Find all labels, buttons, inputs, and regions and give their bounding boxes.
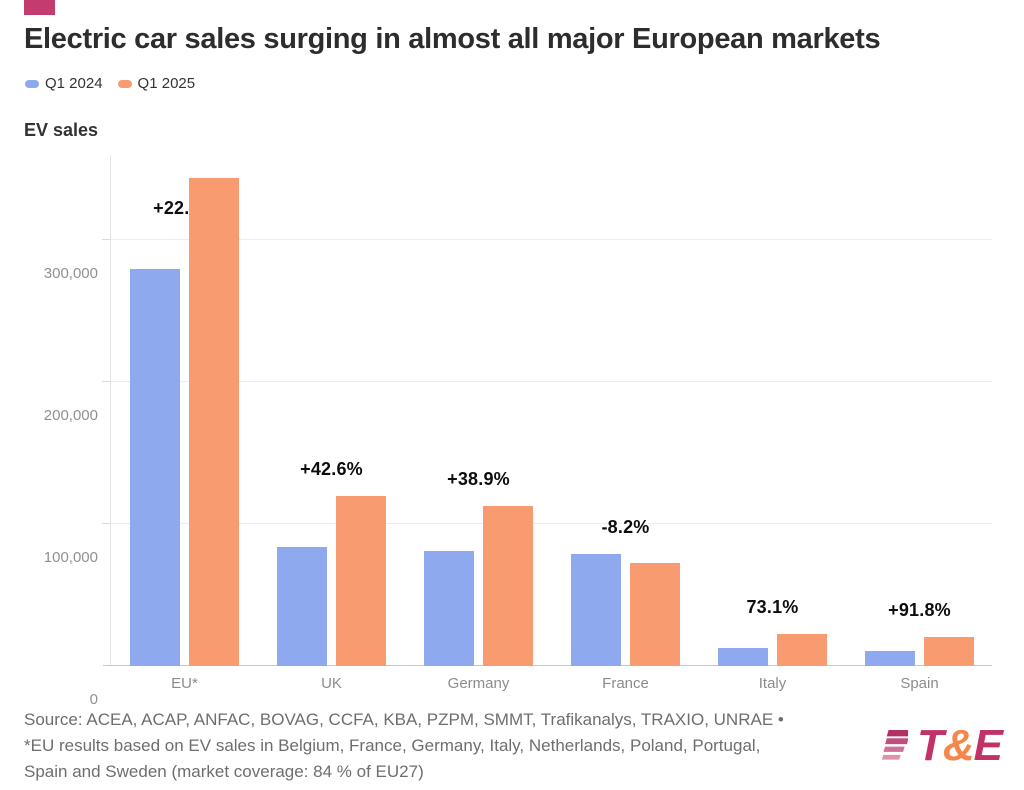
source-line-3: Spain and Sweden (market coverage: 84 % …: [24, 762, 424, 781]
gridline: [111, 523, 992, 524]
bar-q1-2025: [630, 563, 680, 666]
tne-logo-stripes-icon: [881, 730, 908, 760]
x-axis-category-label: Germany: [447, 675, 510, 692]
bar-group: [552, 554, 699, 666]
gridline: [111, 381, 992, 382]
y-tick-mark: [102, 523, 110, 524]
x-axis-category-label: France: [602, 675, 649, 692]
source-line-1: Source: ACEA, ACAP, ANFAC, BOVAG, CCFA, …: [24, 710, 784, 729]
x-axis-category-label: Italy: [758, 675, 787, 692]
pct-change-label: +42.6%: [300, 459, 363, 479]
y-axis-tick-label: 200,000: [43, 407, 98, 424]
legend-item: Q1 2025: [117, 75, 196, 92]
bar-q1-2024: [865, 651, 915, 666]
bar-q1-2025: [336, 496, 386, 666]
y-tick-mark: [102, 239, 110, 240]
logo-letter-t: T: [916, 721, 944, 770]
logo-letter-e: E: [973, 721, 1003, 770]
bar-group: [258, 496, 405, 666]
bar-group: [111, 178, 258, 666]
bar-group: [846, 637, 993, 666]
x-axis-category-label: EU*: [171, 675, 198, 692]
y-axis-tick-label: 0: [89, 691, 98, 708]
legend-label: Q1 2025: [137, 75, 196, 92]
source-note: Source: ACEA, ACAP, ANFAC, BOVAG, CCFA, …: [24, 707, 884, 785]
pct-change-label: +91.8%: [888, 600, 951, 620]
tne-logo-text: T&E: [917, 724, 1008, 768]
bar-q1-2025: [189, 178, 239, 666]
plot-area: +22.8% EU* +42.6% UK +38.9% Germany -8.2…: [102, 155, 993, 692]
y-axis-tick-label: 100,000: [43, 549, 98, 566]
legend-swatch: [117, 79, 132, 88]
y-tick-mark: [102, 381, 110, 382]
bar-group: [699, 634, 846, 666]
bar-q1-2024: [718, 648, 768, 666]
bar-q1-2024: [277, 547, 327, 666]
pct-change-label: +38.9%: [447, 469, 510, 489]
axis-title-ev-sales: EV sales: [24, 120, 99, 140]
legend-swatch: [25, 79, 39, 88]
tne-logo: T&E: [878, 724, 1008, 768]
x-axis-category-label: Spain: [900, 675, 939, 692]
pct-change-label: 73.1%: [746, 597, 799, 617]
legend-label: Q1 2024: [45, 75, 103, 92]
x-axis-line: [103, 665, 992, 666]
legend-item: Q1 2024: [25, 75, 103, 92]
bar-q1-2025: [777, 634, 827, 666]
bar-q1-2024: [424, 551, 474, 666]
bar-q1-2025: [483, 506, 533, 666]
bar-q1-2024: [130, 269, 180, 666]
bar-q1-2024: [571, 554, 621, 666]
chart-area: +22.8% EU* +42.6% UK +38.9% Germany -8.2…: [0, 155, 1024, 708]
x-axis-category-label: UK: [321, 675, 342, 692]
legend: Q1 2024 Q1 2025: [25, 75, 195, 92]
y-axis-tick-label: 300,000: [43, 265, 98, 282]
pct-change-label: -8.2%: [601, 517, 650, 537]
chart-headline: Electric car sales surging in almost all…: [24, 23, 881, 55]
gridline: [111, 239, 992, 240]
bar-group: [405, 506, 552, 666]
logo-ampersand: &: [942, 721, 975, 770]
brand-accent-rect: [24, 0, 55, 15]
source-line-2: *EU results based on EV sales in Belgium…: [24, 736, 761, 755]
bar-q1-2025: [924, 637, 974, 666]
